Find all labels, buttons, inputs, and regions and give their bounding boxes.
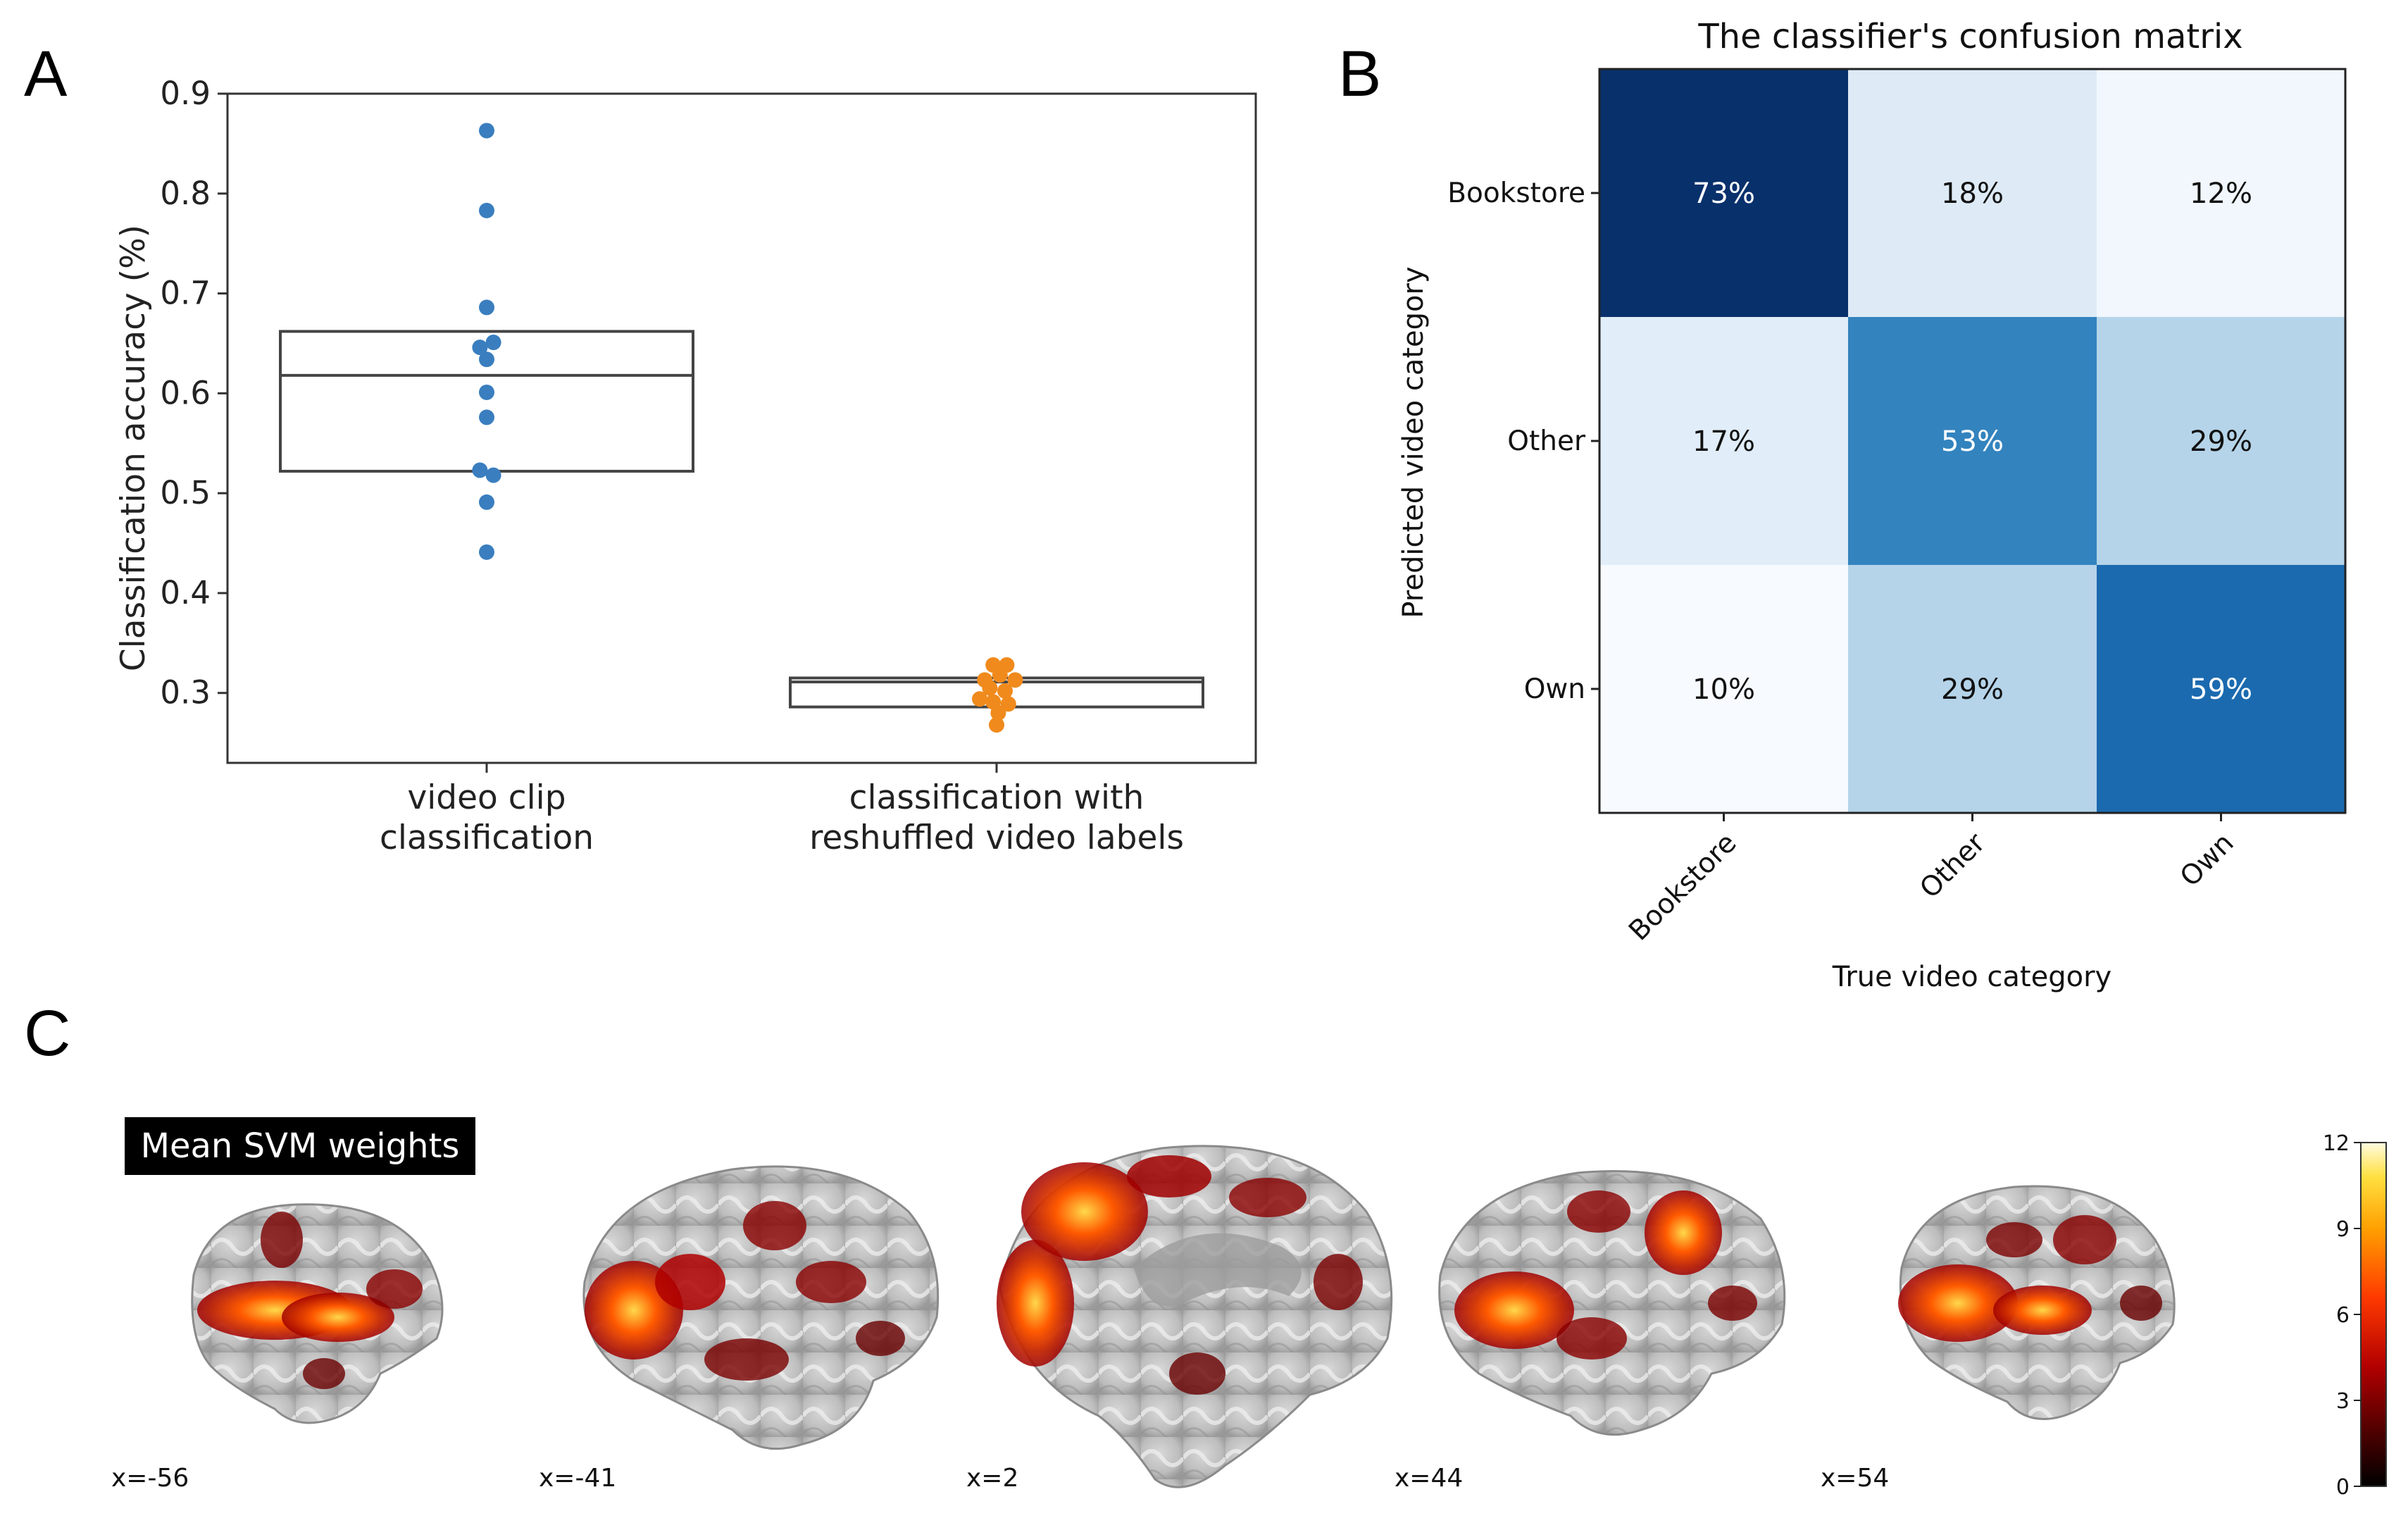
brain-slice-4: x=44 [1395,1170,1786,1493]
slice-label-5: x=54 [1821,1464,1889,1493]
accuracy-y-axis-label: Classification accuracy (%) [114,225,153,671]
data-point [997,683,1013,699]
accuracy-y-tick-label: 0.4 [160,574,211,611]
brain-slices-panel: Mean SVM weights x=-56 x=-41 [111,1117,2387,1500]
confusion-cell-label: 29% [2190,425,2252,458]
colorbar-tick-label: 9 [2336,1217,2350,1242]
confusion-col-label: Bookstore [1623,827,1742,947]
colorbar-tick-label: 0 [2336,1475,2350,1500]
accuracy-y-tick-label: 0.5 [160,474,211,511]
accuracy-y-tick-label: 0.9 [160,75,211,112]
legend-box [125,1117,475,1175]
slice-label-2: x=-41 [539,1464,616,1493]
data-point [479,544,494,560]
panel-letter-c: C [24,997,70,1069]
data-point [982,680,998,696]
confusion-cell-label: 12% [2190,178,2252,210]
data-point [485,467,501,483]
data-point [990,705,1006,721]
data-point [972,691,987,707]
confusion-col-label: Own [2174,827,2240,893]
colorbar-tick-label: 12 [2323,1131,2350,1156]
confusion-cell [2097,69,2345,317]
slice-label-1: x=-56 [111,1464,189,1493]
confusion-row-label: Own [1524,673,1585,705]
confusion-cell [1599,317,1848,565]
accuracy-plot-frame [226,92,1257,764]
colorbar: 0 3 6 9 12 [2323,1131,2387,1500]
confusion-cell [2097,565,2345,813]
confusion-cell-label: 59% [2190,673,2252,706]
data-point [1007,672,1023,688]
panel-letter-a: A [24,38,68,110]
confusion-cell [1848,69,2097,317]
confusion-row-label: Other [1507,425,1586,457]
accuracy-y-tick-label: 0.6 [160,374,211,411]
x-tick-label-line2: reshuffled video labels [809,819,1184,857]
confusion-col-label: Other [1914,827,1992,905]
accuracy-y-tick-label: 0.8 [160,175,211,212]
confusion-cell [1848,317,2097,565]
confusion-row-label: Bookstore [1447,178,1585,209]
confusion-cell [1848,565,2097,813]
colorbar-gradient [2360,1142,2387,1487]
brain-slice-1: x=-56 [111,1203,444,1493]
confusion-cell-label: 53% [1941,425,2004,458]
confusion-matrix-title: The classifier's confusion matrix [1697,17,2242,56]
confusion-cell-label: 10% [1692,673,1755,706]
confusion-matrix: The classifier's confusion matrix 73% 18%… [1397,17,2347,993]
legend-label: Mean SVM weights [141,1126,460,1166]
colorbar-tick-label: 3 [2336,1389,2350,1414]
confusion-cell-label: 18% [1941,178,2004,210]
confusion-x-axis-label: True video category [1832,961,2111,993]
data-point [472,340,488,356]
colorbar-tick-label: 6 [2336,1303,2350,1328]
data-point [992,667,1008,683]
brain-slice-2: x=-41 [539,1165,940,1493]
brain-slice-3: x=2 [966,1145,1393,1493]
x-tick-label-line2: classification [380,819,594,857]
confusion-cell [1599,69,1848,317]
data-point [479,494,494,510]
slice-label-4: x=44 [1395,1464,1463,1493]
x-tick-label-line1: video clip [407,778,566,817]
data-point [472,462,488,478]
confusion-cell-label: 29% [1941,673,2004,706]
data-point [479,351,494,368]
confusion-cell [1599,565,1848,813]
brain-slice-5: x=54 [1821,1185,2176,1493]
slice-label-3: x=2 [966,1464,1018,1493]
accuracy-y-tick-label: 0.7 [160,275,211,312]
confusion-cell-label: 17% [1692,425,1755,458]
accuracy-y-tick-label: 0.3 [160,674,211,711]
data-point [479,409,494,425]
data-point [479,202,494,218]
data-point [989,717,1004,733]
confusion-y-axis-label: Predicted video category [1397,266,1430,618]
confusion-cell-label: 73% [1692,178,1755,210]
data-point [1000,696,1016,712]
x-tick-label-line1: classification with [849,778,1144,817]
data-point [479,123,494,139]
confusion-cell [2097,317,2345,565]
accuracy-plot: 0.30.40.50.60.70.80.9 video clipclassifi… [114,75,1257,857]
data-point [479,384,494,400]
panel-letter-b: B [1338,38,1381,110]
data-point [479,299,494,316]
data-point [485,335,501,351]
